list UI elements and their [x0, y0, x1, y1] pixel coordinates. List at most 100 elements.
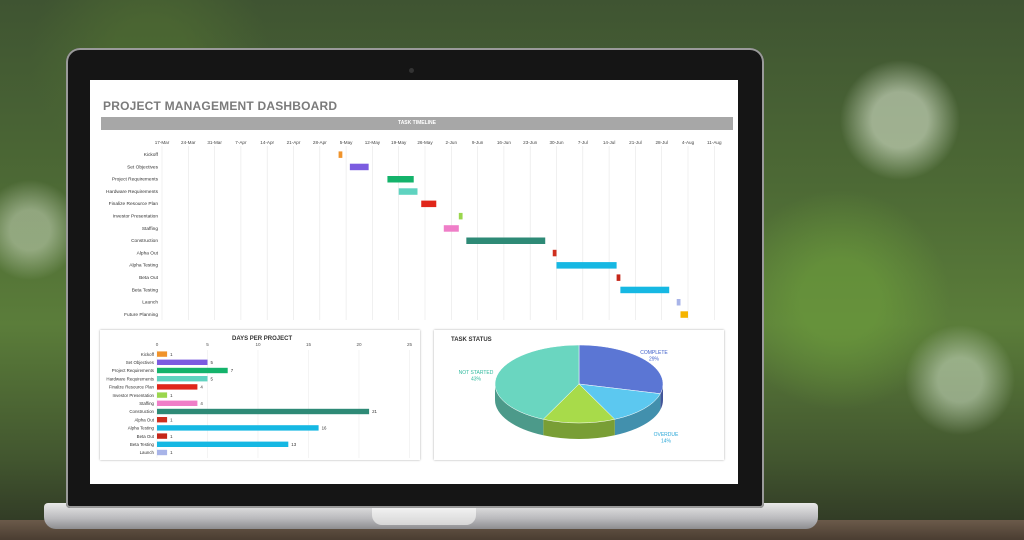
bar-value-label: 16 — [322, 426, 327, 431]
task-status-panel: TASK STATUS COMPLETE 29% OVERDUE 14% NOT STA… — [434, 330, 724, 460]
laptop-hinge-notch — [372, 505, 476, 525]
bar-category-label: Set Objectives — [126, 360, 155, 365]
pie-slice-side — [495, 384, 544, 436]
timeline-tick-label: 24-Mar — [181, 140, 196, 145]
task-label: Investor Presentation — [113, 214, 159, 220]
task-bar — [676, 299, 681, 306]
bar-category-label: Construction — [129, 409, 154, 414]
task-bar — [387, 176, 414, 183]
bar-mark — [157, 351, 168, 357]
bar-tick-label: 15 — [306, 342, 312, 347]
task-label: Launch — [142, 300, 158, 306]
bar-category-label: Alpha Out — [134, 417, 154, 422]
pie-slice-side — [660, 384, 663, 410]
bar-tick-label: 0 — [156, 342, 159, 347]
task-label: Project Requirements — [112, 177, 159, 183]
task-bar — [552, 249, 557, 257]
bar-category-label: Staffing — [139, 401, 154, 406]
task-label: Set Objectives — [127, 164, 159, 170]
bar-category-label: Project Requirements — [112, 368, 155, 373]
bar-mark — [157, 400, 198, 406]
task-timeline-chart: 17-Mar 24-Mar 31-Mar 7-Apr 14-Apr 21-Apr 28-Ap… — [106, 140, 722, 320]
bar-category-label: Alpha Testing — [128, 426, 155, 431]
bar-mark — [157, 408, 370, 415]
bar-category-label: Hardware Requirements — [106, 376, 154, 381]
task-bar — [338, 151, 343, 158]
pie-slice — [542, 383, 616, 424]
bar-mark — [157, 441, 289, 447]
task-label: Future Planning — [124, 312, 158, 318]
timeline-tick-label: 28-Jul — [655, 140, 668, 145]
task-label: Kickoff — [144, 152, 159, 158]
bar-mark — [157, 425, 319, 431]
bar-category-label: Launch — [140, 450, 155, 455]
task-label: Hardware Requirements — [106, 189, 159, 195]
task-bar — [458, 212, 463, 220]
timeline-tick-label: 14-Apr — [260, 140, 274, 145]
timeline-tick-label: 7-Apr — [235, 140, 247, 145]
timeline-tick-label: 4-Aug — [682, 140, 695, 145]
bar-tick-label: 20 — [356, 342, 362, 347]
bar-tick-label: 10 — [255, 342, 261, 347]
dashboard-title: PROJECT MANAGEMENT DASHBOARD — [103, 99, 338, 113]
bar-value-label: 1 — [170, 450, 173, 455]
task-label: Construction — [131, 238, 158, 244]
pie-slice-side — [543, 419, 615, 439]
bar-mark — [157, 433, 168, 439]
bar-category-label: Kickoff — [141, 352, 155, 357]
task-label: Finalize Resource Plan — [109, 201, 159, 207]
bar-mark — [157, 367, 228, 374]
task-bar — [398, 188, 418, 195]
pie-slice — [578, 383, 661, 420]
bar-mark — [157, 449, 168, 456]
pie-slice-percent: 29% — [649, 357, 660, 363]
bar-mark — [157, 417, 168, 423]
bar-value-label: 1 — [170, 393, 173, 398]
timeline-header: TASK TIMELINE — [101, 117, 733, 130]
bar-category-label: Investor Presentation — [113, 393, 155, 398]
timeline-tick-label: 31-Mar — [207, 140, 222, 145]
bar-mark — [157, 384, 198, 390]
task-label: Alpha Out — [137, 250, 159, 256]
bar-mark — [157, 359, 208, 365]
bar-value-label: 1 — [170, 352, 173, 357]
bar-value-label: 7 — [231, 368, 234, 373]
bar-tick-label: 5 — [206, 342, 209, 347]
task-bar — [680, 311, 688, 318]
webcam-icon — [409, 68, 414, 73]
pie-slice-percent: 43% — [471, 377, 482, 383]
timeline-tick-label: 12-May — [365, 140, 381, 145]
pie-slice-percent: 14% — [661, 439, 672, 445]
timeline-tick-label: 5-May — [340, 140, 353, 145]
timeline-tick-label: 23-Jun — [523, 140, 537, 145]
timeline-tick-label: 2-Jun — [446, 140, 458, 145]
timeline-tick-label: 14-Jul — [603, 140, 616, 145]
bar-category-label: Beta Out — [137, 434, 155, 439]
bar-value-label: 4 — [200, 401, 203, 406]
timeline-tick-label: 28-Apr — [313, 140, 327, 145]
timeline-tick-label: 21-Apr — [287, 140, 301, 145]
days-per-project-title: DAYS PER PROJECT — [232, 336, 293, 342]
task-bar — [620, 286, 670, 294]
laptop-screen: PROJECT MANAGEMENT DASHBOARD TASK TIMELI… — [90, 80, 738, 484]
task-bar — [466, 237, 546, 244]
task-status-title: TASK STATUS — [451, 337, 492, 343]
bar-value-label: 21 — [372, 409, 377, 414]
task-bar — [616, 274, 621, 281]
bar-mark — [157, 392, 168, 398]
task-bar — [421, 200, 437, 208]
task-bar — [556, 262, 617, 269]
task-label: Alpha Testing — [129, 263, 158, 269]
days-per-project-panel: DAYS PER PROJECT 0 5 10 15 20 25 Kickoff 1 Set O… — [100, 330, 420, 460]
timeline-tick-label: 19-May — [391, 140, 407, 145]
task-label: Beta Testing — [132, 287, 159, 293]
timeline-tick-label: 30-Jun — [549, 140, 563, 145]
bar-value-label: 1 — [170, 434, 173, 439]
bar-mark — [157, 376, 208, 382]
task-bar — [349, 163, 369, 171]
bar-value-label: 5 — [211, 360, 214, 365]
timeline-tick-label: 9-Jun — [472, 140, 484, 145]
timeline-tick-label: 26-May — [417, 140, 433, 145]
